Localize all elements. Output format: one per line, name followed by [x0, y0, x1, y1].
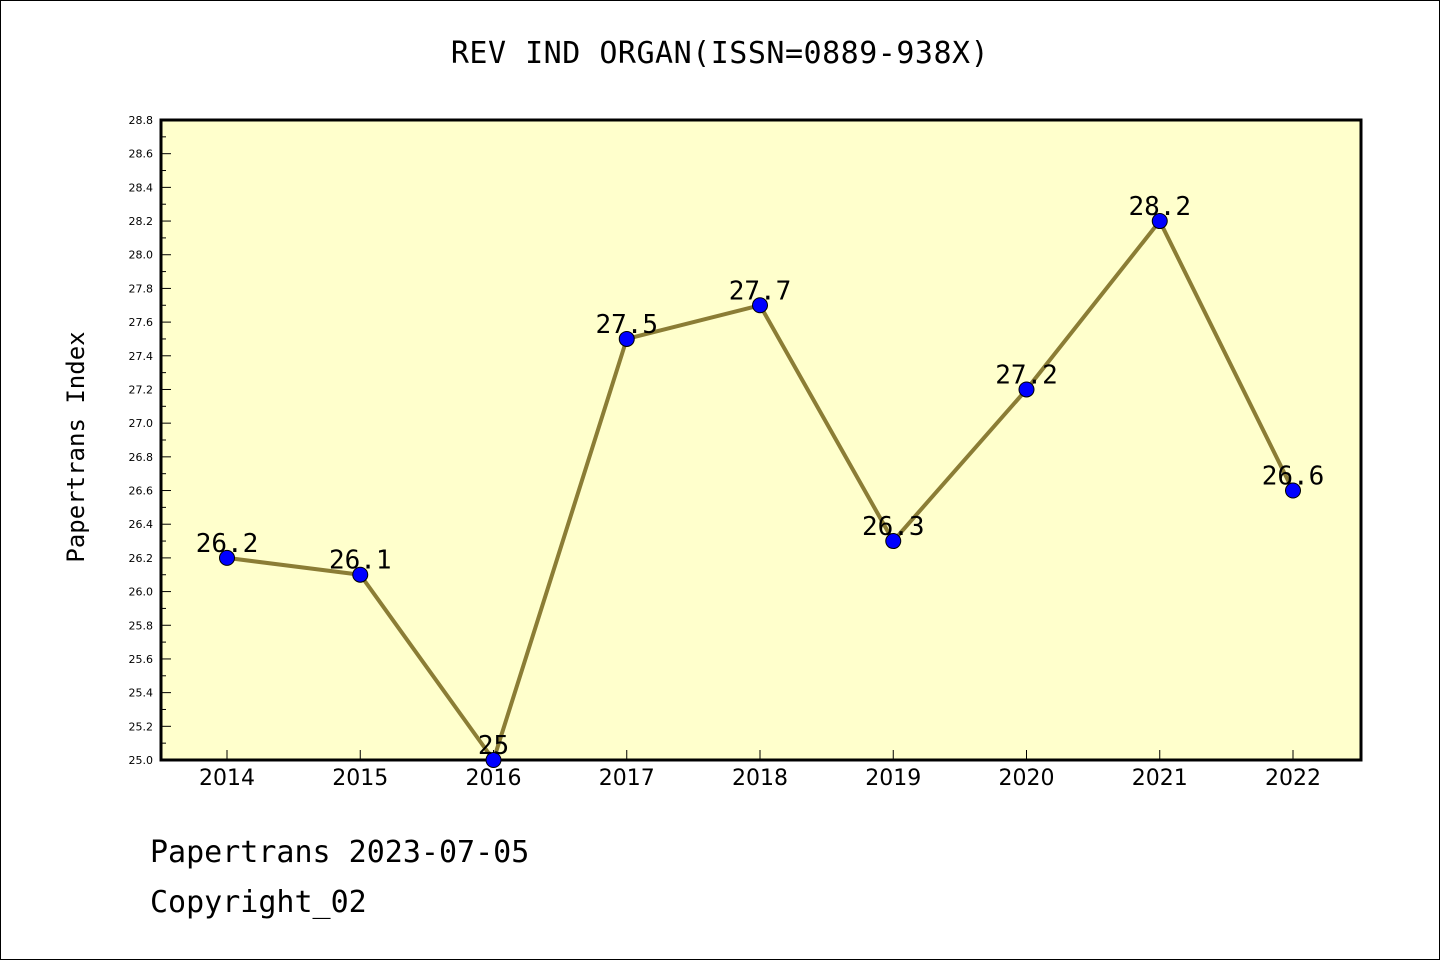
x-tick-label: 2022 [1265, 766, 1321, 791]
y-tick-label: 27.2 [129, 383, 154, 396]
x-tick-label: 2020 [999, 766, 1055, 791]
y-tick-label: 25.8 [129, 619, 154, 632]
x-tick-label: 2016 [466, 766, 522, 791]
chart-title: REV IND ORGAN(ISSN=0889-938X) [450, 36, 990, 71]
x-tick-label: 2019 [865, 766, 921, 791]
x-tick-label: 2015 [332, 766, 388, 791]
y-tick-label: 26.0 [129, 586, 154, 599]
data-label: 27.7 [729, 276, 792, 306]
data-point [219, 549, 235, 566]
data-point [752, 297, 768, 314]
y-tick-label: 26.6 [129, 485, 154, 498]
y-tick-label: 28.4 [129, 181, 154, 194]
data-label: 26.6 [1262, 462, 1325, 492]
data-point [885, 533, 902, 550]
x-tick-label: 2021 [1132, 766, 1188, 791]
y-tick-label: 25.6 [129, 653, 154, 666]
data-point [1018, 381, 1035, 398]
y-tick-label: 26.8 [129, 451, 154, 464]
y-tick-label: 28.6 [129, 148, 154, 161]
data-point [1151, 213, 1168, 230]
data-label: 27.5 [595, 310, 658, 340]
x-axis-ticks: 2014 2015 2016 2017 2018 2019 2020 2021 2022 [199, 750, 1321, 791]
y-tick-label: 25.2 [129, 720, 154, 733]
data-label-group: 26.2 26.1 25 27.5 27.7 26.3 27.2 28.2 26.6 [196, 192, 1325, 761]
x-tick-label: 2014 [199, 766, 255, 791]
footer-date: Papertrans 2023-07-05 [150, 835, 530, 870]
x-tick-label: 2017 [599, 766, 655, 791]
y-tick-label: 26.4 [129, 518, 154, 531]
series-group [219, 213, 1301, 768]
data-label: 26.1 [329, 546, 392, 576]
y-tick-label: 27.6 [129, 316, 154, 329]
footer-copyright: Copyright_02 [150, 885, 367, 920]
data-label: 26.3 [862, 512, 925, 542]
data-point [352, 566, 369, 583]
x-tick-label: 2018 [732, 766, 788, 791]
y-tick-label: 28.0 [129, 249, 154, 262]
data-label: 25 [478, 731, 509, 761]
data-label: 27.2 [995, 360, 1058, 390]
y-tick-label: 26.2 [129, 552, 154, 565]
data-point [1285, 482, 1301, 499]
y-tick-label: 27.0 [129, 417, 154, 430]
y-tick-label: 27.8 [129, 282, 154, 295]
data-point [618, 330, 635, 347]
data-label: 28.2 [1128, 192, 1191, 222]
y-tick-label: 25.0 [129, 754, 154, 767]
data-label: 26.2 [196, 529, 259, 559]
y-tick-label: 25.4 [129, 687, 154, 700]
y-tick-label: 28.8 [129, 114, 154, 127]
y-axis-ticks: 25.0 25.2 25.4 25.6 25.8 26.0 26.2 26.4 26.6 26.8… [129, 114, 171, 767]
y-tick-label: 27.4 [129, 350, 154, 363]
data-point [485, 752, 502, 768]
y-tick-label: 28.2 [129, 215, 154, 228]
